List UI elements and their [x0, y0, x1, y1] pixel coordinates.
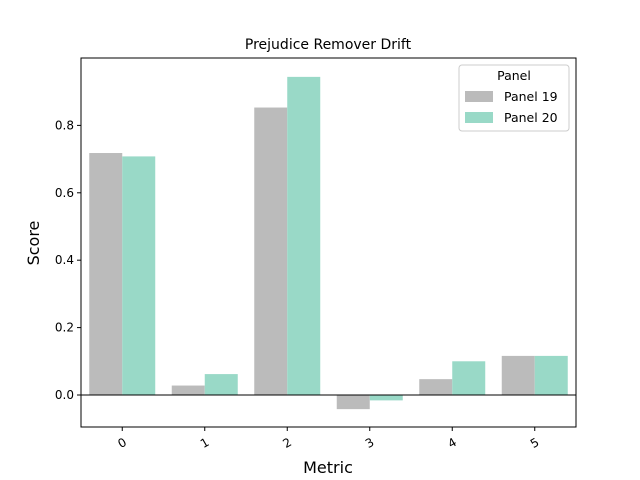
bar-panel-20-metric-3 [369, 394, 403, 401]
y-tick-label: 0.6 [55, 186, 74, 200]
bar-panel-19-metric-3 [336, 394, 370, 410]
y-tick-label: 0.4 [55, 253, 74, 267]
bar-panel-20-metric-0 [122, 156, 156, 395]
x-tick-label-1: 1 [198, 435, 212, 451]
bar-panel-20-metric-1 [204, 374, 238, 395]
x-tick-label-2: 2 [280, 435, 294, 451]
x-tick-label-3: 3 [363, 435, 377, 451]
bar-panel-20-metric-5 [534, 355, 568, 395]
y-axis-title: Score [24, 221, 43, 266]
legend-swatch [465, 91, 493, 102]
plot-area: 0.0 0.2 0.4 0.6 0.8 0 1 2 3 4 5 [55, 57, 577, 451]
bar-panel-19-metric-0 [89, 153, 123, 395]
plot-frame [80, 57, 577, 428]
legend-swatch [465, 112, 493, 123]
bar-panel-19-metric-5 [501, 355, 535, 395]
legend-entry-label: Panel 20 [504, 110, 558, 125]
bar-panel-20-metric-2 [287, 76, 321, 395]
bar-panel-19-metric-2 [254, 107, 288, 395]
x-tick-label-0: 0 [115, 435, 129, 451]
x-axis-title: Metric [303, 458, 353, 477]
legend-entry-label: Panel 19 [504, 89, 558, 104]
bar-panel-19-metric-1 [171, 385, 205, 395]
y-tick-label: 0.0 [55, 388, 74, 402]
bar-panel-19-metric-4 [419, 379, 453, 395]
legend: Panel Panel 19 Panel 20 [458, 64, 570, 132]
chart-title: Prejudice Remover Drift [245, 37, 412, 53]
x-tick-label-4: 4 [445, 435, 459, 451]
bar-panel-20-metric-4 [452, 361, 486, 395]
x-tick-label-5: 5 [528, 435, 542, 451]
y-tick-label: 0.2 [55, 321, 74, 335]
y-tick-label: 0.8 [55, 118, 74, 132]
legend-title: Panel [497, 68, 531, 83]
